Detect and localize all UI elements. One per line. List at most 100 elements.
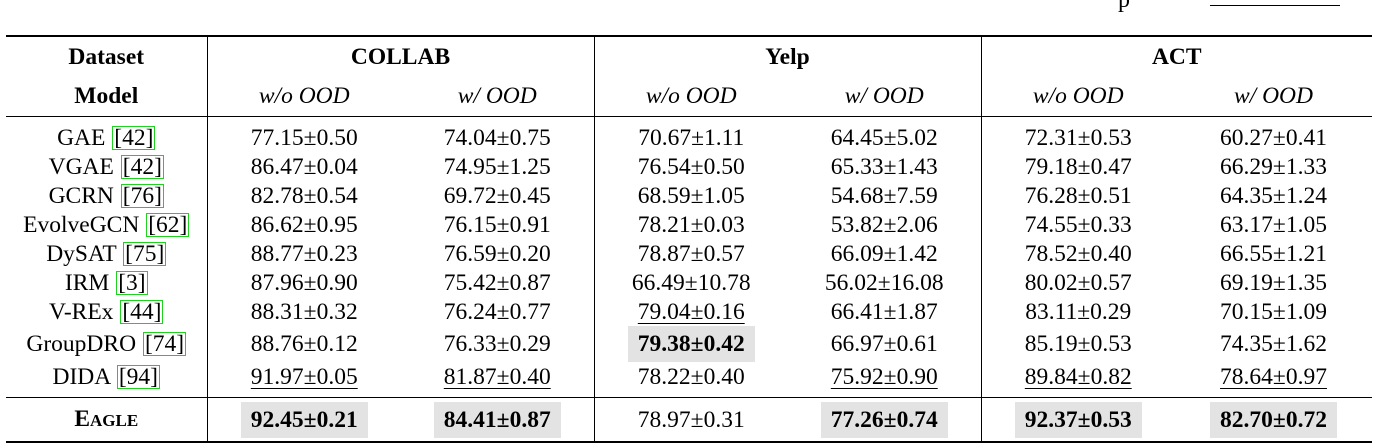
metric-value: 70.15±1.09 bbox=[1220, 298, 1327, 325]
best-value: 84.41±0.87 bbox=[433, 402, 561, 438]
cell-collab-w-ood: 76.24±0.77 bbox=[401, 297, 594, 326]
citation-link[interactable]: [76] bbox=[120, 182, 164, 209]
model-name-cell: DySAT [75] bbox=[6, 239, 207, 268]
model-name-cell: DIDA [94] bbox=[6, 362, 207, 398]
dataset-yelp-header: Yelp bbox=[593, 35, 981, 76]
citation-link[interactable]: [75] bbox=[123, 240, 167, 267]
cell-yelp-wo-ood: 68.59±1.05 bbox=[593, 181, 788, 210]
cell-act-w-ood: 64.35±1.24 bbox=[1175, 181, 1372, 210]
citation-link[interactable]: [44] bbox=[120, 299, 164, 324]
cell-act-wo-ood: 83.11±0.29 bbox=[980, 297, 1175, 326]
model-name-cell: GAE [42] bbox=[6, 117, 207, 153]
cell-yelp-w-ood: 65.33±1.43 bbox=[788, 152, 981, 181]
bracket-open: [ bbox=[125, 240, 133, 267]
model-header: Model bbox=[6, 76, 207, 117]
cell-collab-w-ood: 74.04±0.75 bbox=[401, 117, 594, 153]
metric-value: 74.55±0.33 bbox=[1024, 211, 1132, 238]
model-name-cell: GroupDRO [74] bbox=[6, 326, 207, 362]
metric-value: 70.67±1.11 bbox=[638, 124, 745, 151]
bracket-open: [ bbox=[144, 331, 153, 357]
cell-act-wo-ood: 92.37±0.53 bbox=[980, 397, 1175, 442]
best-value: 92.37±0.53 bbox=[1014, 402, 1142, 438]
cell-yelp-w-ood: 66.41±1.87 bbox=[788, 297, 981, 326]
citation-number: 42 bbox=[130, 153, 155, 180]
bracket-open: [ bbox=[122, 153, 131, 180]
citation-number: 3 bbox=[126, 269, 138, 296]
cell-yelp-wo-ood: 70.67±1.11 bbox=[593, 116, 788, 152]
citation-link[interactable]: [3] bbox=[116, 269, 148, 296]
eagle-model-name: EAGLE bbox=[74, 406, 138, 432]
metric-value: 76.28±0.51 bbox=[1024, 182, 1132, 209]
yelp-wo-ood-header: w/o OOD bbox=[593, 76, 788, 117]
metric-value: 88.77±0.23 bbox=[250, 240, 358, 267]
best-value: 92.45±0.21 bbox=[240, 402, 368, 438]
metric-value: 69.19±1.35 bbox=[1220, 269, 1327, 296]
metric-value: 66.29±1.33 bbox=[1220, 153, 1327, 180]
baseline-row: DySAT [75] 88.77±0.23 76.59±0.20 78.87±0.57… bbox=[6, 239, 1372, 268]
model-name: GroupDRO bbox=[26, 331, 142, 357]
cell-collab-w-ood: 84.41±0.87 bbox=[401, 397, 594, 442]
citation-number: 42 bbox=[122, 124, 146, 151]
model-name-cell: GCRN [76] bbox=[6, 181, 207, 210]
metric-value: 64.45±5.02 bbox=[830, 124, 938, 151]
cell-act-wo-ood: 80.02±0.57 bbox=[980, 268, 1175, 297]
citation-number: 74 bbox=[152, 331, 177, 357]
model-name: V-REx bbox=[49, 298, 120, 325]
metric-value: 69.72±0.45 bbox=[443, 182, 551, 209]
citation-link[interactable]: [74] bbox=[142, 331, 187, 357]
cell-yelp-wo-ood: 78.87±0.57 bbox=[593, 239, 788, 268]
results-body: GAE [42] 77.15±0.50 74.04±0.75 70.67±1.11 64… bbox=[6, 116, 1372, 398]
model-name: GAE bbox=[57, 124, 112, 151]
metric-value: 75.42±0.87 bbox=[443, 269, 551, 296]
baseline-row: GroupDRO [74] 88.76±0.12 76.33±0.29 79.38±0… bbox=[6, 326, 1372, 362]
second-best-value: 81.87±0.40 bbox=[443, 363, 551, 390]
cell-yelp-w-ood: 66.09±1.42 bbox=[788, 239, 981, 268]
metric-value: 76.54±0.50 bbox=[637, 153, 745, 180]
metric-value: 64.35±1.24 bbox=[1220, 182, 1327, 209]
bracket-close: ] bbox=[145, 124, 154, 151]
metric-value: 78.22±0.40 bbox=[637, 363, 745, 390]
cell-yelp-wo-ood: 79.04±0.16 bbox=[593, 297, 788, 326]
citation-link[interactable]: [42] bbox=[120, 153, 164, 180]
citation-link[interactable]: [42] bbox=[112, 124, 156, 151]
cell-yelp-w-ood: 53.82±2.06 bbox=[788, 210, 981, 239]
bracket-open: [ bbox=[118, 363, 127, 390]
best-value: 77.26±0.74 bbox=[820, 402, 948, 438]
cell-yelp-wo-ood: 78.97±0.31 bbox=[593, 397, 788, 442]
cell-act-wo-ood: 76.28±0.51 bbox=[980, 181, 1175, 210]
cell-collab-wo-ood: 88.77±0.23 bbox=[206, 239, 401, 268]
model-name-cell: VGAE [42] bbox=[6, 152, 207, 181]
cell-act-w-ood: 60.27±0.41 bbox=[1175, 117, 1372, 153]
model-name-cell: EvolveGCN [62] bbox=[6, 210, 207, 239]
fragment-rule bbox=[1210, 5, 1340, 6]
model-name: IRM bbox=[64, 269, 116, 296]
metric-value: 83.11±0.29 bbox=[1025, 298, 1132, 325]
citation-link[interactable]: [94] bbox=[116, 363, 160, 390]
collab-wo-ood-header: w/o OOD bbox=[206, 76, 401, 117]
metric-value: 66.55±1.21 bbox=[1220, 240, 1327, 267]
cell-act-wo-ood: 79.18±0.47 bbox=[980, 152, 1175, 181]
header-row-settings: Model w/o OOD w/ OOD w/o OOD w/ OOD w/o … bbox=[6, 76, 1372, 117]
cell-collab-wo-ood: 87.96±0.90 bbox=[206, 268, 401, 297]
cell-act-wo-ood: 89.84±0.82 bbox=[980, 362, 1175, 398]
yelp-w-ood-header: w/ OOD bbox=[788, 76, 981, 117]
cell-collab-w-ood: 74.95±1.25 bbox=[401, 152, 594, 181]
act-wo-ood-header: w/o OOD bbox=[980, 76, 1175, 117]
citation-link[interactable]: [62] bbox=[146, 212, 190, 237]
collab-w-ood-header: w/ OOD bbox=[401, 76, 594, 117]
metric-value: 76.24±0.77 bbox=[443, 298, 551, 325]
cell-yelp-w-ood: 77.26±0.74 bbox=[788, 397, 981, 442]
cell-collab-w-ood: 75.42±0.87 bbox=[401, 268, 594, 297]
bracket-close: ] bbox=[154, 182, 162, 209]
metric-value: 78.21±0.03 bbox=[637, 211, 745, 238]
metric-value: 63.17±1.05 bbox=[1220, 211, 1327, 238]
cell-yelp-wo-ood: 79.38±0.42 bbox=[593, 326, 788, 362]
baseline-row: IRM [3] 87.96±0.90 75.42±0.87 66.49±10.78 56… bbox=[6, 268, 1372, 297]
header-row-datasets: Dataset COLLAB Yelp ACT bbox=[6, 35, 1372, 76]
metric-value: 78.87±0.57 bbox=[637, 240, 745, 267]
cell-yelp-w-ood: 54.68±7.59 bbox=[788, 181, 981, 210]
bracket-open: [ bbox=[114, 124, 123, 151]
model-name: DIDA bbox=[52, 363, 116, 390]
metric-value: 74.35±1.62 bbox=[1220, 331, 1327, 357]
cell-act-w-ood: 63.17±1.05 bbox=[1175, 210, 1372, 239]
